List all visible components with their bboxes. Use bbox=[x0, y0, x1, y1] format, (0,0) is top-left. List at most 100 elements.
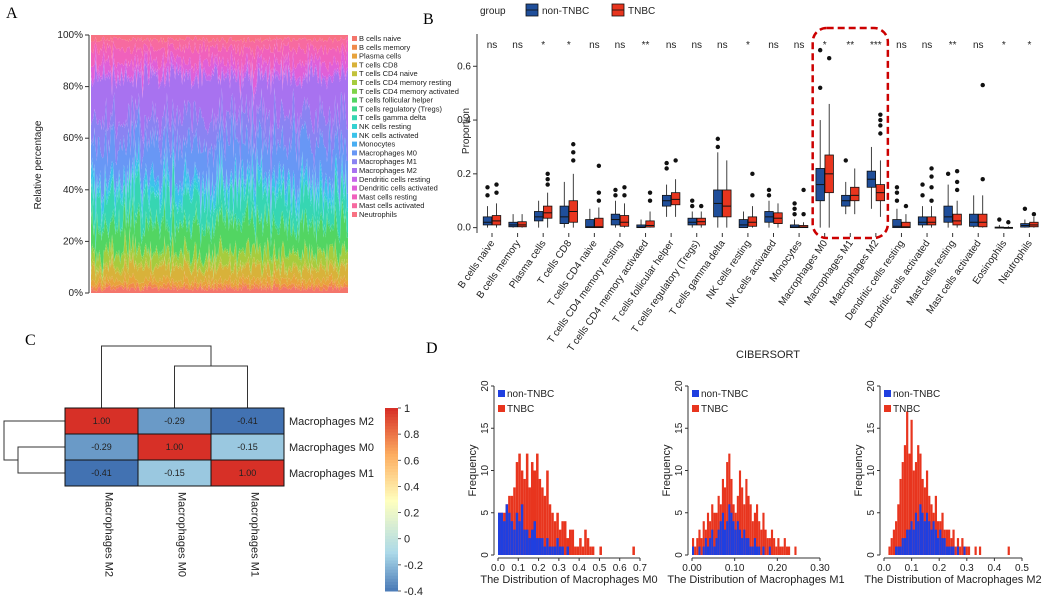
panel-b-significance: ns bbox=[615, 40, 626, 51]
hist-bar-tnbc bbox=[632, 546, 635, 555]
hist-bar-nontnbc bbox=[736, 521, 739, 555]
area-t-cells-gamma-delta bbox=[91, 163, 348, 251]
colorbar-tick-label: -0.2 bbox=[404, 560, 423, 572]
panel-b-legend-label: non-TNBC bbox=[542, 6, 589, 17]
hist-bar-nontnbc bbox=[921, 512, 924, 555]
colorbar-segment bbox=[385, 560, 398, 565]
hist-bar-tnbc bbox=[775, 546, 778, 555]
box-nontnbc-box bbox=[943, 205, 953, 223]
area-neutrophils bbox=[91, 35, 348, 44]
hist-bar-tnbc bbox=[563, 521, 567, 555]
panel-b-outlier bbox=[571, 150, 576, 155]
hist-bar-nontnbc bbox=[903, 538, 907, 555]
hist-xtick-label: 0.10 bbox=[725, 563, 745, 574]
hist-bar-nontnbc bbox=[515, 512, 519, 555]
hist-bar-nontnbc bbox=[528, 538, 531, 555]
hist-bar-tnbc bbox=[890, 538, 893, 555]
panel-a-legend-label: NK cells resting bbox=[359, 122, 411, 131]
panel-b-ytick-label: 0.6 bbox=[457, 61, 471, 72]
hist-bar-tnbc bbox=[910, 419, 913, 555]
panel-b-ytick-label: 0.4 bbox=[457, 115, 471, 126]
box-tnbc-box bbox=[926, 216, 937, 226]
panel-b-significance: ns bbox=[717, 40, 728, 51]
hist-bar-tnbc bbox=[584, 529, 587, 555]
hist-bar-nontnbc bbox=[530, 529, 534, 555]
panel-a-legend-swatch bbox=[352, 124, 357, 129]
hist-bar-nontnbc bbox=[963, 546, 966, 555]
panel-b-outlier bbox=[596, 163, 602, 168]
panel-b-significance: * bbox=[1002, 40, 1006, 51]
hist-bar-tnbc bbox=[745, 478, 748, 555]
hist-bar-tnbc bbox=[569, 529, 572, 555]
hist-bar-tnbc bbox=[591, 546, 595, 555]
panel-a-legend-label: Mast cells activated bbox=[359, 201, 424, 210]
box-tnbc-box bbox=[543, 205, 553, 219]
panel-b-outlier bbox=[954, 187, 960, 193]
colorbar-segment bbox=[385, 429, 398, 433]
panel-b-outlier bbox=[715, 136, 721, 142]
colorbar-tick-label: 0.4 bbox=[404, 481, 419, 493]
panel-b-outlier bbox=[878, 131, 883, 136]
hist-ytick-label: 15 bbox=[866, 422, 877, 434]
hist-bar-tnbc bbox=[571, 529, 575, 555]
panel-b-outlier bbox=[920, 193, 925, 198]
hist-legend-label: non-TNBC bbox=[893, 389, 940, 400]
box-nontnbc-box bbox=[687, 217, 697, 226]
hist-bar-nontnbc bbox=[513, 529, 516, 555]
colorbar-segment bbox=[385, 411, 398, 415]
hist-bar-tnbc bbox=[758, 521, 761, 555]
box-nontnbc-box bbox=[482, 216, 493, 226]
panel-b-ytick-label: 0.2 bbox=[457, 169, 471, 180]
panel-a-legend-label: T cells CD4 naive bbox=[359, 69, 418, 78]
panel-b-outlier bbox=[647, 190, 653, 195]
hist-legend-label: non-TNBC bbox=[701, 389, 748, 400]
colorbar-segment bbox=[385, 493, 398, 497]
hist-bar-tnbc bbox=[899, 478, 902, 555]
hist-bar-tnbc bbox=[717, 495, 720, 555]
hist-bar-tnbc bbox=[783, 538, 786, 555]
panel-b-highlight-box bbox=[811, 26, 890, 240]
area-macrophages-m2 bbox=[91, 60, 348, 155]
colorbar-segment bbox=[385, 420, 398, 424]
panel-a-legend-label: Neutrophils bbox=[359, 210, 397, 219]
hist-bar-tnbc bbox=[941, 512, 944, 555]
panel-b-ylabel: Proportion bbox=[461, 108, 472, 154]
panel-b-significance: ** bbox=[846, 40, 854, 51]
hist-bar-nontnbc bbox=[698, 546, 701, 555]
hist-legend-swatch bbox=[884, 405, 891, 412]
heatmap-cell-label: -0.15 bbox=[164, 468, 185, 478]
hist-bar-nontnbc bbox=[713, 546, 716, 555]
colorbar-segment bbox=[385, 575, 398, 580]
hist-bar-tnbc bbox=[897, 504, 900, 555]
hist-ytick-label: 5 bbox=[866, 510, 877, 516]
panel-b-outlier bbox=[843, 158, 848, 163]
panel-a-legend-label: T cells CD4 memory resting bbox=[359, 78, 451, 87]
panel-a-legend-label: Macrophages M2 bbox=[359, 166, 417, 175]
hist-bar-nontnbc bbox=[906, 529, 909, 555]
hist-ytick-label: 0 bbox=[480, 552, 491, 558]
hist-bar-tnbc bbox=[530, 462, 534, 555]
panel-b-outlier bbox=[1022, 206, 1028, 211]
hist-bar-tnbc bbox=[785, 546, 788, 555]
panel-b-outlier bbox=[647, 198, 653, 203]
panel-b-boxplot: group Proportion non-TNBC TNBC 0.0 0.2 0.4 0.… bbox=[456, 3, 1039, 354]
hist-bar-tnbc bbox=[533, 470, 537, 555]
hist-bar-nontnbc bbox=[541, 538, 544, 555]
hist-bar-tnbc bbox=[700, 538, 703, 555]
colorbar-segment bbox=[385, 496, 398, 500]
hist-bar-tnbc bbox=[574, 546, 577, 555]
panel-b-significance: ns bbox=[896, 40, 907, 51]
colorbar-tick-label: 1 bbox=[404, 403, 410, 415]
colorbar-segment bbox=[385, 408, 398, 412]
colorbar-segment bbox=[385, 414, 398, 418]
hist-bar-nontnbc bbox=[724, 529, 727, 555]
hist-bar-tnbc bbox=[912, 470, 915, 555]
colorbar-segment bbox=[385, 539, 398, 543]
panel-b-significance: ns bbox=[973, 40, 984, 51]
panel-b-outlier bbox=[571, 158, 576, 163]
panel-d-title: CIBERSORT bbox=[736, 349, 800, 361]
hist-bar-nontnbc bbox=[741, 538, 744, 555]
panel-letter-d: D bbox=[426, 340, 438, 357]
hist-bar-tnbc bbox=[561, 521, 564, 555]
colorbar-segment bbox=[385, 417, 398, 421]
